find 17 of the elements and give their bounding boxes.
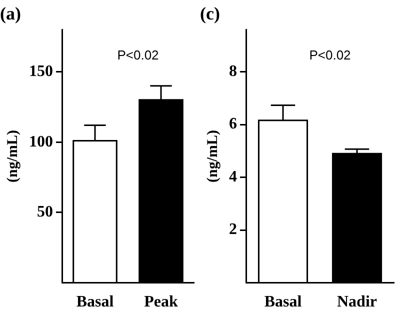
y-tick-label: 150 [29, 62, 53, 80]
y-tick-label: 2 [229, 221, 237, 238]
y-axis-title: (ng/mL) [204, 130, 221, 182]
x-tick-label: Peak [144, 294, 178, 311]
y-tick-label: 100 [29, 133, 53, 150]
x-tick-label: Basal [76, 294, 114, 311]
annotation: P<0.02 [309, 48, 351, 63]
x-tick-label: Nadir [337, 294, 377, 311]
chart-title: (a) [0, 3, 21, 24]
y-tick-label: 6 [229, 116, 237, 133]
x-tick-label: Basal [264, 294, 302, 311]
chart-title: (c) [200, 3, 220, 24]
y-tick-label: 4 [229, 168, 237, 186]
y-tick-label: 8 [229, 62, 237, 80]
y-tick-label: 50 [37, 204, 53, 221]
annotation: P<0.02 [117, 48, 159, 63]
y-axis-title: (ng/mL) [4, 130, 21, 182]
